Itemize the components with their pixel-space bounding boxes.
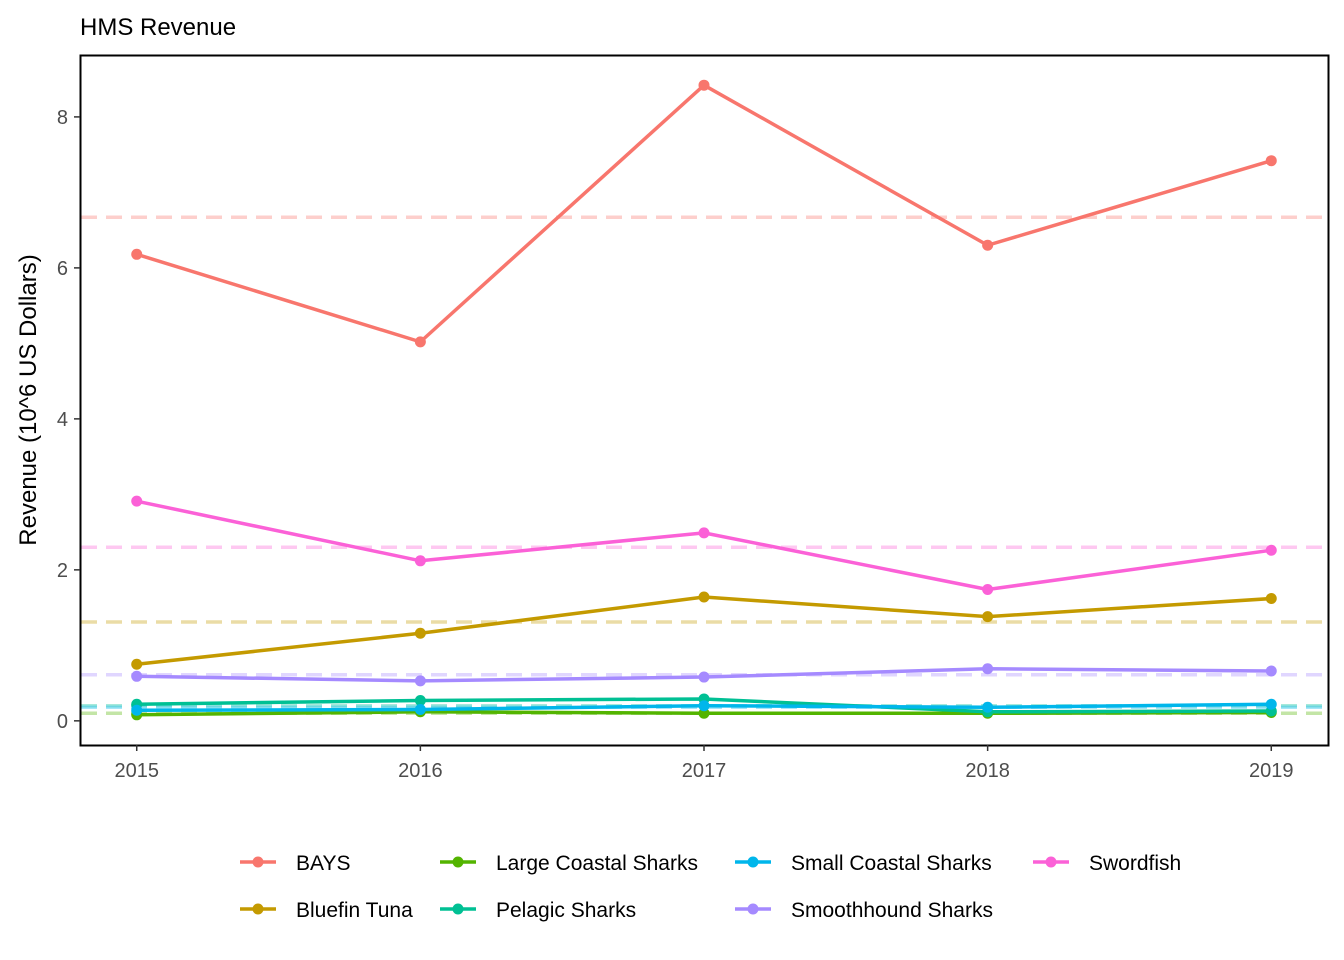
axes: 0 2 4 6 8 2015 2016 2017 2018 2019	[57, 107, 1294, 782]
x-tick-label-0: 2015	[114, 760, 159, 782]
data-point-4-2	[698, 700, 710, 712]
series-line-6	[136, 499, 1272, 592]
legend-key-point-3	[452, 903, 464, 915]
legend-label-0: BAYS	[296, 852, 350, 875]
data-point-0-2	[698, 79, 710, 91]
legend-key-point-0	[252, 856, 264, 868]
data-point-5-0	[131, 670, 143, 682]
data-point-1-3	[982, 611, 994, 623]
data-point-0-4	[1265, 155, 1277, 167]
data-point-1-4	[1265, 593, 1277, 605]
x-tick-label-2: 2017	[682, 760, 727, 782]
data-point-4-0	[131, 704, 143, 716]
legend-key-point-6	[1045, 856, 1057, 868]
y-tick-label-2: 4	[57, 409, 68, 431]
legend-label-5: Smoothhound Sharks	[791, 899, 993, 922]
data-point-1-2	[698, 591, 710, 603]
legend: BAYS Bluefin Tuna Large Coastal Sharks Pela…	[240, 852, 1181, 922]
y-tick-label-1: 2	[57, 560, 68, 582]
data-point-4-3	[982, 701, 994, 713]
legend-key-point-1	[252, 903, 264, 915]
data-point-6-2	[698, 527, 710, 539]
x-tick-label-4: 2019	[1249, 760, 1294, 782]
y-tick-label-3: 6	[57, 258, 68, 280]
data-point-0-3	[982, 239, 994, 251]
chart-title: HMS Revenue	[80, 14, 236, 41]
x-tick-label-1: 2016	[398, 760, 443, 782]
data-point-3-1	[414, 694, 426, 706]
legend-key-point-2	[452, 856, 464, 868]
y-tick-label-4: 8	[57, 107, 68, 129]
plot-panel-border	[79, 54, 1330, 747]
series-line-1	[136, 595, 1272, 666]
legend-label-3: Pelagic Sharks	[496, 899, 636, 922]
legend-label-1: Bluefin Tuna	[296, 899, 413, 922]
data-point-5-4	[1265, 665, 1277, 677]
y-axis-title: Revenue (10^6 US Dollars)	[15, 254, 42, 545]
data-point-6-3	[982, 583, 994, 595]
data-point-6-4	[1265, 544, 1277, 556]
y-tick-label-0: 0	[57, 711, 68, 733]
x-tick-label-3: 2018	[965, 760, 1010, 782]
series-line-0	[136, 83, 1272, 344]
legend-label-6: Swordfish	[1089, 852, 1181, 875]
data-point-1-1	[414, 627, 426, 639]
legend-key-point-5	[747, 903, 759, 915]
legend-label-2: Large Coastal Sharks	[496, 852, 698, 875]
legend-label-4: Small Coastal Sharks	[791, 852, 992, 875]
data-point-4-4	[1265, 698, 1277, 710]
data-point-6-1	[414, 555, 426, 567]
data-point-6-0	[131, 495, 143, 507]
data-point-5-3	[982, 663, 994, 675]
data-point-4-1	[414, 704, 426, 716]
data-point-1-0	[131, 658, 143, 670]
plot-area	[81, 79, 1327, 721]
data-point-0-1	[414, 336, 426, 348]
data-point-0-0	[131, 248, 143, 260]
data-point-5-2	[698, 671, 710, 683]
legend-key-point-4	[747, 856, 759, 868]
data-point-5-1	[414, 675, 426, 687]
data-point-2-2	[698, 707, 710, 719]
